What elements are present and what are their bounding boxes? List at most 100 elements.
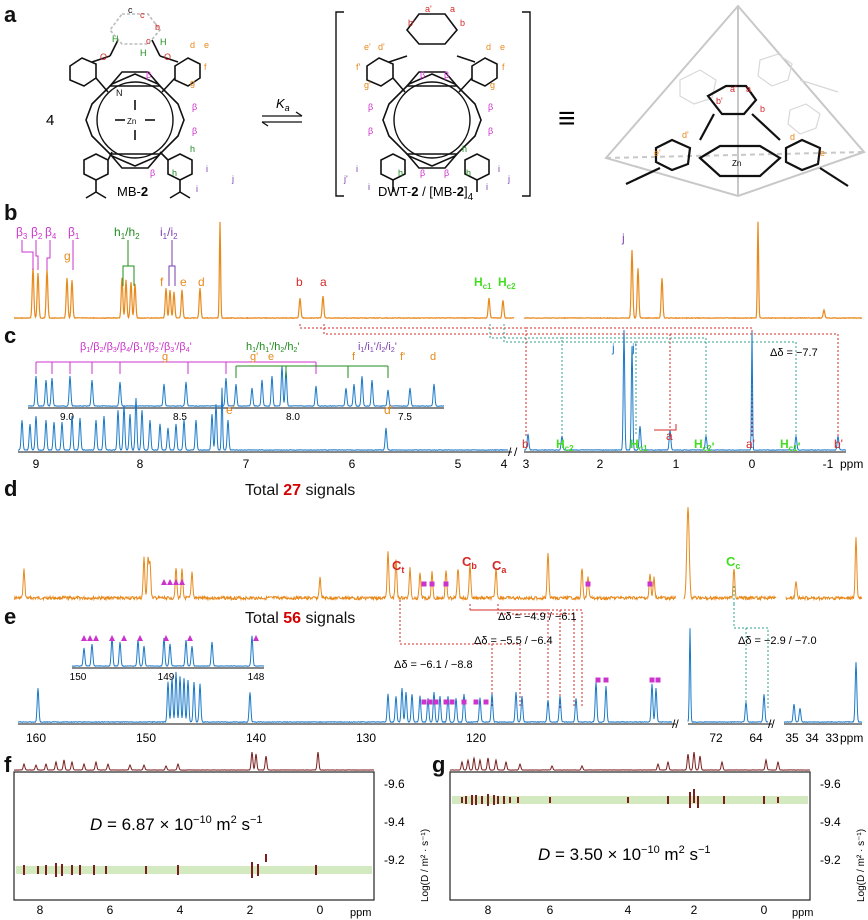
d-markers-marker	[585, 581, 591, 587]
d-ct-label: Ct	[392, 558, 404, 575]
e-tick-64: 64	[749, 731, 763, 745]
cage-3d-model: a' a b' b d' e' d e Zn	[604, 4, 866, 198]
e-markers-marker	[473, 699, 479, 705]
d-markers-marker	[167, 579, 173, 585]
label-ep-dimer: e'	[364, 42, 371, 52]
f-x-unit: ppm	[350, 907, 371, 919]
label-d-mono: d	[190, 40, 195, 50]
c-delta-annotation: Δδ = −7.7	[770, 347, 818, 359]
e-markers-marker	[427, 699, 433, 705]
f-diffusion-band	[16, 866, 372, 874]
monomer-name: MB-2	[117, 184, 148, 199]
label-Hc2-mono: H	[140, 48, 147, 58]
d-markers	[161, 579, 653, 587]
label-i2-dimer: i	[486, 182, 488, 192]
c-inset-gp: g'	[250, 351, 258, 363]
label-h2p-dimer: h	[398, 168, 403, 178]
e-inset-markers-marker	[81, 635, 87, 641]
e-markers-marker	[443, 699, 449, 705]
spectrum-c: 9.0 8.5 8.0 7.5 β1/β2/β3/β4/β1'/β2'/β3'/…	[17, 324, 863, 471]
panel-label-b: b	[4, 200, 18, 225]
f-spots-spot	[23, 865, 25, 875]
b-i-bracket	[168, 240, 176, 286]
c-ep-label: e'	[226, 403, 235, 417]
e-tick-72: 72	[709, 731, 723, 745]
g-spots-spot	[693, 789, 695, 803]
label-a-dimer: a	[450, 4, 455, 14]
dimer-name: DWT-2 / [MB-2]4	[378, 184, 474, 200]
label-h1-mono: h	[190, 144, 195, 154]
cage-label-dp: d'	[682, 130, 689, 140]
spectrum-c-trace	[17, 329, 847, 451]
label-b1-dimer: β	[444, 70, 449, 80]
g-projection-trace	[449, 752, 810, 771]
equivalence-sign: ≡	[558, 102, 576, 135]
c-inset-d: d	[430, 351, 436, 363]
d-markers-marker	[443, 581, 449, 587]
cage-label-d: d	[790, 132, 795, 142]
f-spots-spot	[315, 865, 317, 875]
label-h2-dimer: h	[466, 168, 471, 178]
label-jp-dimer: j'	[343, 174, 348, 184]
label-b3-dimer: β	[488, 126, 493, 136]
c-hc1-label: Hc1	[630, 437, 648, 453]
dosy-g: D = 3.50 × 10−10 m2 s−1 -9.6 -9.4 -9.2 L…	[449, 752, 867, 919]
label-O2: O	[164, 52, 171, 62]
dimer-structure	[366, 13, 498, 192]
cage-label-b: b	[760, 104, 765, 114]
d-markers-marker	[161, 579, 167, 585]
e-axis-ticks: 160 150 140 130 120 72 64 35 34 33	[26, 731, 839, 745]
e-tick-120: 120	[466, 731, 486, 745]
c-inset-tick-85: 8.5	[173, 412, 187, 423]
c-tick-0: 0	[749, 457, 756, 471]
label-N1: N	[116, 88, 123, 98]
panel-label-g: g	[432, 752, 446, 777]
g-spots-spot	[475, 795, 477, 805]
label-b2-dimer: β	[488, 102, 493, 112]
dimer-brackets	[335, 11, 531, 197]
g-spots-spot	[509, 797, 511, 803]
e-delta4: Δδ = −2.9 / −7.0	[738, 635, 817, 647]
label-e-mono: e	[204, 40, 209, 50]
g-y-ticks: -9.6 -9.4 -9.2	[820, 777, 841, 867]
b-g-label: g	[64, 249, 71, 263]
c-inset-g: g	[162, 351, 168, 363]
label-beta1-mono: β	[146, 70, 151, 80]
e-inset-tick-150: 150	[70, 672, 87, 683]
g-xtick-6: 6	[547, 903, 554, 917]
c-tick-6: 6	[349, 457, 356, 471]
e-markers	[421, 677, 661, 705]
label-i2-mono: i	[196, 184, 198, 194]
f-spots-spot	[251, 862, 253, 878]
e-tick-130: 130	[356, 731, 376, 745]
g-spots-spot	[461, 797, 463, 803]
c-i-group-label: i1/i1'/i2/i2'	[358, 341, 397, 354]
g-spots-spot	[497, 796, 499, 804]
label-ca: c	[140, 10, 145, 20]
label-b4-dimer: β	[420, 168, 425, 178]
spectrum-b-trace	[13, 221, 863, 320]
e-delta2: Δδ = −5.5 / −6.4	[474, 635, 553, 647]
c-bp-label: b'	[834, 437, 843, 451]
stoich-coefficient: 4	[46, 112, 54, 129]
label-h1-dimer: h	[462, 144, 467, 154]
g-spots-spot	[465, 796, 467, 804]
g-spots-spot	[763, 796, 765, 804]
f-x-ticks: 8 6 4 2 0	[37, 903, 324, 917]
e-inset-markers-marker	[187, 635, 193, 641]
equilibrium-arrows	[261, 111, 303, 127]
b-d-label: d	[198, 275, 205, 289]
f-ytick-92: -9.2	[384, 853, 405, 867]
ka-label: Ka	[276, 96, 290, 113]
e-inset-markers-marker	[121, 635, 127, 641]
f-spots-spot	[71, 865, 73, 875]
label-b-dimer: b	[460, 18, 465, 28]
b-hc1-label: Hc1	[474, 275, 492, 291]
c-a-label: a	[666, 429, 673, 443]
e-markers-marker	[655, 677, 661, 683]
panel-label-f: f	[4, 752, 12, 777]
c-tick-7: 7	[243, 457, 250, 471]
f-xtick-2: 2	[247, 903, 254, 917]
c-axis-unit: ppm	[840, 457, 863, 471]
b-h-bracket	[122, 240, 135, 286]
